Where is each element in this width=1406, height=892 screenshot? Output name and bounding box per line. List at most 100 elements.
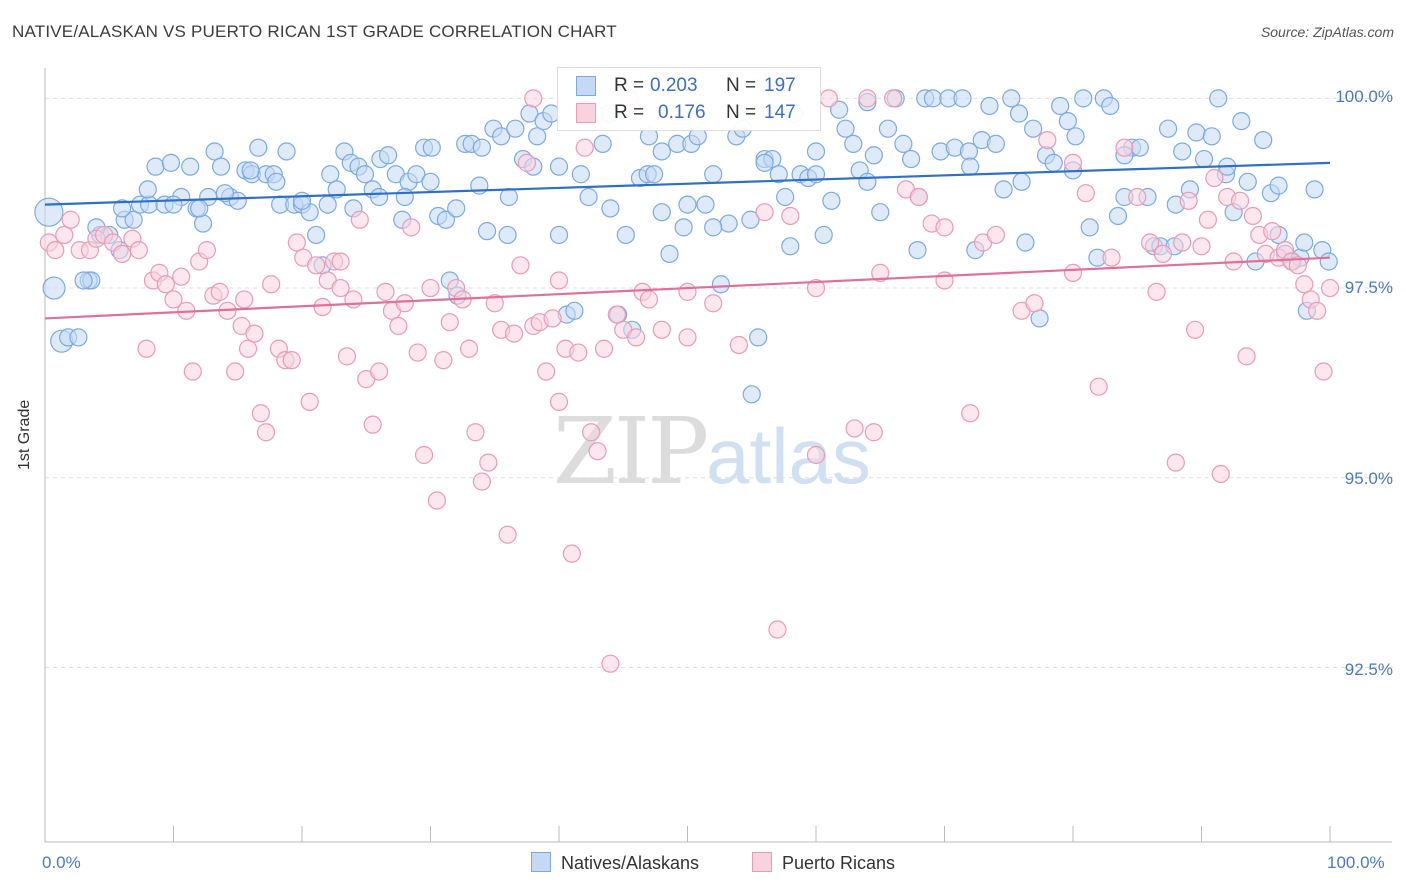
data-point [181, 157, 200, 176]
data-point [755, 153, 774, 172]
watermark: ZIPatlas [553, 398, 871, 505]
data-point [245, 324, 264, 343]
data-point [844, 134, 863, 153]
data-point [139, 195, 159, 214]
data-point [579, 187, 598, 207]
data-point [112, 244, 132, 264]
data-point [571, 165, 590, 184]
data-point [986, 225, 1006, 245]
data-point [292, 191, 312, 210]
r-label: R = [614, 102, 645, 123]
data-point [871, 203, 890, 222]
natives-legend-swatch [531, 852, 551, 872]
puerto-ricans-swatch [576, 103, 596, 123]
data-point [1038, 130, 1057, 150]
data-point [1074, 89, 1093, 108]
data-point [69, 328, 88, 347]
data-point [1308, 301, 1327, 320]
data-point [249, 138, 268, 157]
data-point [696, 195, 715, 214]
data-point [215, 184, 234, 203]
y-tick-label: 92.5% [1344, 660, 1393, 679]
data-point [370, 187, 389, 207]
data-point [1237, 347, 1256, 366]
n-value: 197 [764, 75, 796, 96]
natives-swatch [576, 76, 596, 96]
data-point [256, 423, 276, 442]
watermark-zip: ZIP [553, 398, 709, 505]
data-point [1194, 149, 1214, 169]
data-point [549, 392, 569, 411]
data-point [678, 328, 697, 347]
legend-label: Puerto Ricans [782, 853, 896, 873]
n-value: 147 [764, 102, 796, 123]
data-point [407, 165, 426, 184]
data-point [1232, 112, 1251, 131]
data-point [318, 195, 337, 214]
data-point [440, 313, 459, 332]
data-point [1058, 112, 1077, 131]
data-point [528, 127, 547, 146]
data-point [524, 89, 543, 108]
data-point [1024, 119, 1043, 138]
data-point [1130, 138, 1149, 157]
data-point [768, 620, 787, 639]
data-point [402, 218, 421, 237]
data-point [961, 157, 980, 176]
y-axis-label: 1st Grade [16, 399, 33, 470]
data-point [479, 453, 498, 472]
data-point [980, 96, 999, 116]
data-point [755, 203, 774, 222]
data-point [376, 282, 395, 301]
data-point [562, 544, 581, 563]
data-point [331, 252, 350, 271]
data-point [704, 218, 723, 237]
data-point [1102, 248, 1121, 267]
data-point [447, 199, 466, 218]
data-point [370, 362, 389, 381]
data-point [205, 142, 224, 161]
data-point [112, 199, 132, 218]
data-point [1063, 263, 1083, 282]
data-point [565, 301, 584, 320]
data-point [601, 654, 620, 673]
data-point [1202, 127, 1221, 146]
chart-title: NATIVE/ALASKAN VS PUERTO RICAN 1ST GRADE… [12, 22, 617, 41]
data-point [138, 180, 157, 199]
data-point [1254, 130, 1273, 150]
data-point [806, 278, 826, 298]
data-point [729, 335, 749, 355]
data-point [549, 271, 569, 290]
data-point [378, 146, 398, 165]
series-puerto-ricans [39, 89, 1340, 673]
data-point [434, 351, 453, 370]
data-point [1158, 119, 1178, 138]
data-point [421, 278, 440, 298]
data-point [1243, 206, 1263, 226]
data-point [267, 172, 286, 191]
data-point [1269, 176, 1288, 195]
data-point [337, 347, 357, 366]
data-point [129, 241, 148, 260]
data-point [164, 195, 183, 214]
data-point [485, 294, 504, 313]
data-point [830, 100, 849, 119]
data-point [704, 165, 723, 184]
trend-line-puerto-ricans [44, 256, 1331, 320]
data-point [909, 187, 928, 207]
data-point [994, 180, 1013, 199]
source-label: Source: ZipAtlas.com [1260, 24, 1394, 40]
data-point [472, 138, 491, 157]
data-point [901, 149, 921, 169]
data-point [776, 187, 795, 207]
data-point [235, 290, 254, 309]
data-point [164, 290, 183, 309]
data-point [124, 210, 143, 229]
data-point [1238, 172, 1257, 191]
data-point [277, 142, 296, 161]
data-point [601, 199, 620, 218]
data-point [506, 119, 525, 138]
data-point [1305, 180, 1324, 199]
data-point [1319, 252, 1338, 271]
